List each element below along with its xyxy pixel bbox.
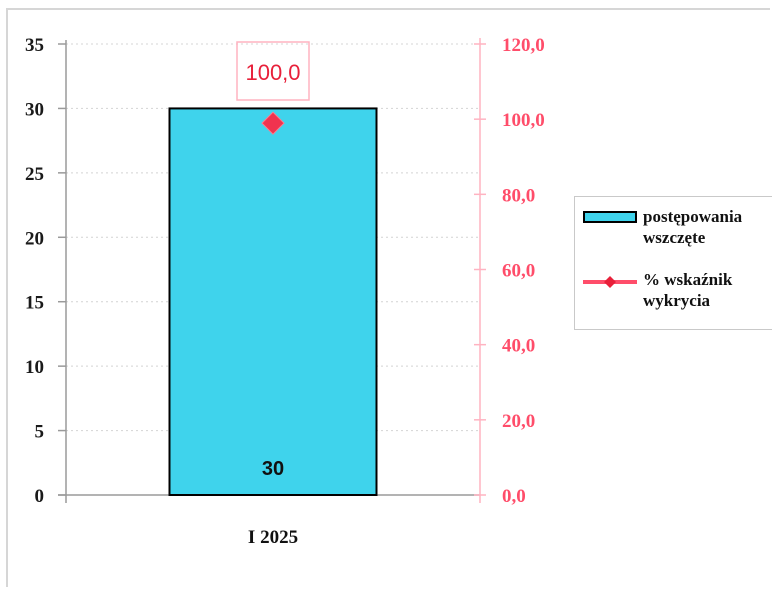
legend-bar-label-line2: wszczęte <box>643 228 706 247</box>
line-value-label: 100,0 <box>245 60 300 85</box>
right-tick-label: 60,0 <box>502 261 535 282</box>
left-tick-label: 20 <box>25 228 44 249</box>
right-tick-label: 80,0 <box>502 185 535 206</box>
line-point <box>261 111 285 135</box>
legend-bar-swatch <box>583 211 637 223</box>
legend-line-label: % wskaźnik wykrycia <box>643 269 772 311</box>
legend-bar-label: postępowania wszczęte <box>643 206 772 248</box>
bar-value-label: 30 <box>262 458 284 480</box>
left-tick-label: 5 <box>35 422 45 443</box>
legend-bar-label-line1: postępowania <box>643 207 743 226</box>
right-tick-label: 0,0 <box>502 486 526 507</box>
right-tick-label: 40,0 <box>502 336 535 357</box>
right-tick-label: 100,0 <box>502 110 545 131</box>
line-value-label-box <box>236 41 310 101</box>
right-tick-label: 120,0 <box>502 35 545 56</box>
left-tick-label: 25 <box>25 164 44 185</box>
legend: postępowania wszczęte % wskaźnik wykryci… <box>574 196 772 330</box>
left-tick-label: 35 <box>25 35 44 56</box>
legend-line-label-line1: % wskaźnik <box>643 270 733 289</box>
left-tick-label: 15 <box>25 293 44 314</box>
left-tick-label: 0 <box>35 486 45 507</box>
legend-line-label-line2: wykrycia <box>643 291 711 310</box>
legend-line-swatch <box>583 276 637 288</box>
right-tick-label: 20,0 <box>502 411 535 432</box>
left-tick-label: 30 <box>25 99 44 120</box>
bar <box>168 107 378 497</box>
left-tick-label: 10 <box>25 357 44 378</box>
category-label: I 2025 <box>248 527 298 548</box>
